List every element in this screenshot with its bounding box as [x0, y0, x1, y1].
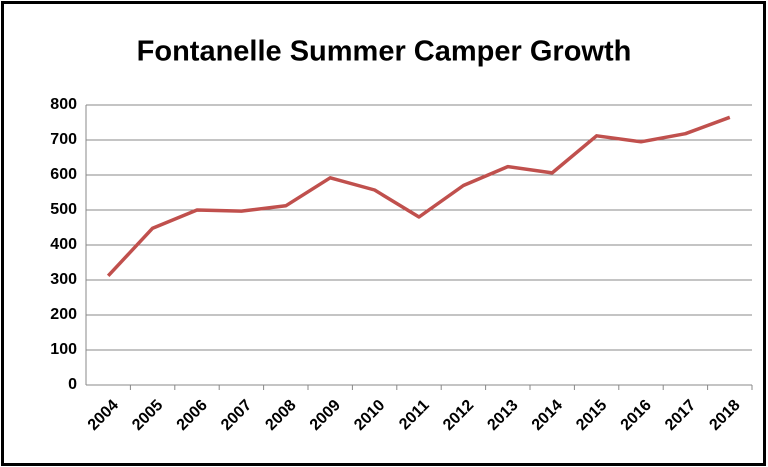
- y-tick-label: 700: [50, 131, 77, 148]
- y-tick-label: 200: [50, 306, 77, 323]
- y-tick-label: 0: [68, 376, 77, 393]
- y-tick-label: 800: [50, 96, 77, 113]
- data-line: [106, 115, 731, 277]
- chart-title: Fontanelle Summer Camper Growth: [137, 36, 632, 68]
- y-tick-label: 300: [50, 271, 77, 288]
- y-tick-label: 500: [50, 201, 77, 218]
- y-tick-label: 600: [50, 166, 77, 183]
- y-tick-label: 400: [50, 236, 77, 253]
- y-tick-label: 100: [50, 341, 77, 358]
